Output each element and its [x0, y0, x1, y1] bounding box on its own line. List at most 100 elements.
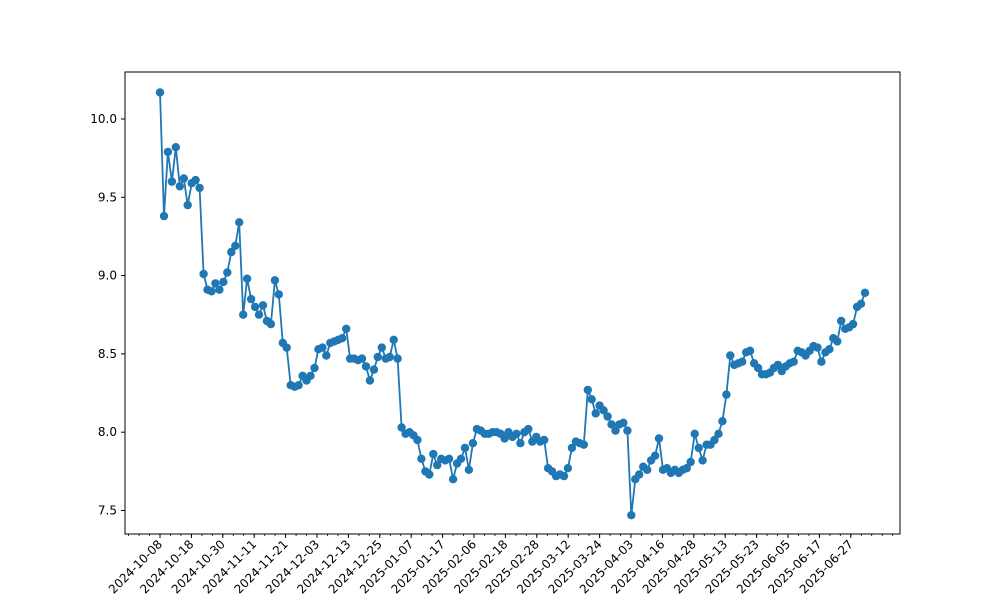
data-point — [219, 277, 228, 287]
series-group — [155, 88, 870, 520]
data-point — [179, 174, 188, 183]
data-point — [722, 390, 731, 399]
data-point — [444, 454, 454, 463]
data-point — [413, 435, 422, 445]
data-point — [682, 464, 691, 473]
data-point — [738, 357, 747, 366]
data-point — [429, 449, 438, 459]
data-point — [306, 371, 315, 380]
data-point — [270, 276, 280, 285]
data-point — [825, 345, 834, 354]
data-point — [385, 352, 394, 362]
data-point — [433, 460, 442, 470]
data-point — [714, 429, 723, 438]
data-point — [591, 409, 600, 418]
data-point — [175, 182, 184, 191]
data-point — [167, 177, 177, 186]
data-point — [159, 211, 169, 221]
y-tick-label: 9.5 — [98, 190, 117, 204]
data-point — [773, 360, 783, 370]
data-point — [211, 279, 220, 288]
data-point — [338, 334, 347, 343]
data-point — [266, 319, 276, 329]
data-point — [227, 247, 236, 257]
data-point — [559, 471, 569, 481]
data-point — [357, 354, 367, 363]
data-point — [322, 351, 331, 360]
data-point — [583, 385, 592, 395]
data-point — [619, 418, 628, 427]
data-point — [318, 343, 327, 352]
data-point — [856, 299, 866, 308]
data-point — [195, 183, 204, 193]
data-point — [848, 319, 858, 329]
data-point — [361, 362, 371, 371]
data-point — [448, 475, 458, 484]
data-point — [718, 417, 727, 426]
data-point — [603, 412, 612, 421]
data-point — [223, 268, 232, 277]
y-tick-label: 7.5 — [98, 504, 117, 518]
data-point — [698, 456, 707, 465]
data-point — [377, 343, 386, 352]
data-point — [540, 435, 549, 445]
data-point — [623, 426, 632, 435]
data-point — [833, 337, 842, 346]
data-point — [524, 424, 533, 434]
data-point — [860, 288, 870, 297]
data-point — [250, 302, 260, 312]
data-point — [258, 301, 268, 310]
data-point — [563, 464, 573, 473]
data-point — [690, 429, 699, 438]
data-point — [373, 352, 382, 362]
data-point — [235, 218, 244, 227]
data-point — [389, 335, 398, 344]
data-point — [745, 346, 755, 355]
y-tick-label: 9.0 — [98, 269, 117, 283]
data-point — [342, 324, 351, 333]
data-point — [163, 147, 173, 157]
data-point — [417, 454, 426, 463]
data-point — [310, 363, 319, 373]
data-point — [607, 420, 616, 429]
data-point — [171, 143, 180, 152]
data-point — [694, 443, 703, 453]
data-point — [710, 435, 719, 445]
data-point — [599, 406, 608, 415]
data-point — [567, 443, 577, 453]
data-point — [500, 434, 509, 443]
data-point — [393, 354, 402, 363]
data-point — [246, 294, 256, 304]
y-tick-label: 8.5 — [98, 347, 117, 361]
data-point — [199, 269, 208, 279]
data-point — [817, 357, 826, 366]
data-point — [207, 287, 216, 296]
data-point — [726, 351, 735, 360]
data-point — [627, 511, 636, 520]
data-point — [460, 443, 470, 453]
data-point — [635, 470, 644, 479]
data-point — [231, 241, 240, 250]
data-point — [425, 470, 434, 479]
data-point — [753, 363, 763, 373]
data-point — [183, 200, 192, 210]
data-point — [650, 451, 660, 460]
y-tick-label: 10.0 — [90, 112, 117, 126]
data-point — [789, 357, 798, 366]
data-point — [365, 376, 375, 385]
data-point — [282, 343, 291, 352]
data-point — [215, 285, 224, 294]
data-point — [456, 454, 466, 463]
plot-frame — [124, 71, 901, 535]
data-point — [587, 395, 596, 404]
data-point — [813, 343, 822, 352]
y-axis: 7.5 8.0 8.5 9.0 9.5 10.0 — [90, 112, 125, 518]
data-point — [686, 457, 695, 467]
data-point — [512, 429, 521, 438]
data-point — [242, 274, 252, 283]
data-point — [254, 310, 264, 319]
data-point — [274, 290, 283, 299]
data-point — [239, 310, 248, 319]
data-point — [468, 439, 478, 448]
